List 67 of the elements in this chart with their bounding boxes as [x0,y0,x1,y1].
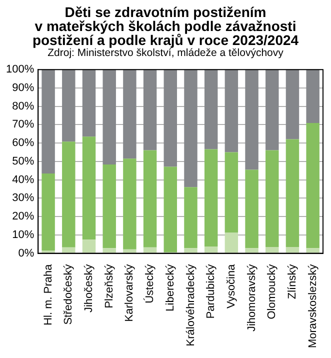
x-tick-label: Plzeňský [103,264,116,308]
bar [184,248,198,253]
bar [82,70,96,137]
bar [123,158,136,250]
bar [143,247,157,253]
bar [82,136,96,240]
bar [82,240,96,253]
bar [204,70,218,150]
y-tick-label: 70% [12,118,34,131]
bar [286,247,300,253]
bar [42,70,55,174]
text: Zdroj: Ministerstvo školství, mládeže a tělovýchovy [48,47,284,59]
y-tick-label: 100% [6,64,34,76]
bar [286,70,300,140]
bar [184,187,198,248]
y-tick-label: 60% [12,137,34,150]
y-tick-label: 40% [12,174,34,186]
bar [42,174,55,251]
bar [62,142,76,248]
bar [102,70,116,165]
x-tick-label: Liberecký [164,264,176,312]
x-tick-label: Olomoucký [266,264,278,320]
x-tick-label: Středočeský [62,264,75,325]
x-tick-label: Karlovarský [124,264,136,322]
bar [224,232,238,253]
bar [62,70,76,142]
bar [245,248,258,253]
x-tick-label: Pardubický [205,264,218,319]
bar [204,149,218,246]
bar [164,70,178,167]
y-tick-label: 20% [12,210,34,223]
bar [62,247,76,253]
bar [306,70,320,124]
bar [143,150,157,248]
bar [245,170,258,248]
x-tick-label: Ústecký [143,264,156,304]
chart-title: Děti se zdravotním postižením v mateřských školách podle závažnosti postižení a podle krajů v roce 2023/2024 [31,4,300,48]
x-tick-label: Hl. m. Praha [42,263,54,326]
bar [143,70,157,150]
x-tick-label: Jihočeský [83,264,96,313]
bar [306,123,320,248]
bar [123,70,136,159]
y-tick-label: 10% [12,228,34,241]
bar [102,164,116,248]
x-tick-label: Jihomoravský [246,264,258,332]
bar [266,70,279,150]
y-tick-label: 30% [12,192,34,204]
bar [266,150,279,248]
bar [102,248,116,253]
x-tick-label: Zlínský [286,264,299,300]
bar [286,139,300,248]
x-tick-label: Moravskoslezský [306,264,319,348]
bar [306,248,320,253]
bar [164,166,178,252]
bar [266,247,279,253]
bar [224,152,238,233]
bar [204,246,218,253]
x-tick-label: Vysočina [225,263,238,308]
y-tick-label: 90% [12,82,34,94]
x-tick-label: Královéhradecký [184,264,197,346]
bar [123,249,136,253]
y-tick-label: 0% [18,247,34,260]
y-tick-label: 80% [12,100,34,112]
bar [245,70,258,170]
bar [224,70,238,152]
y-tick-label: 50% [12,155,34,168]
bar [184,70,198,188]
